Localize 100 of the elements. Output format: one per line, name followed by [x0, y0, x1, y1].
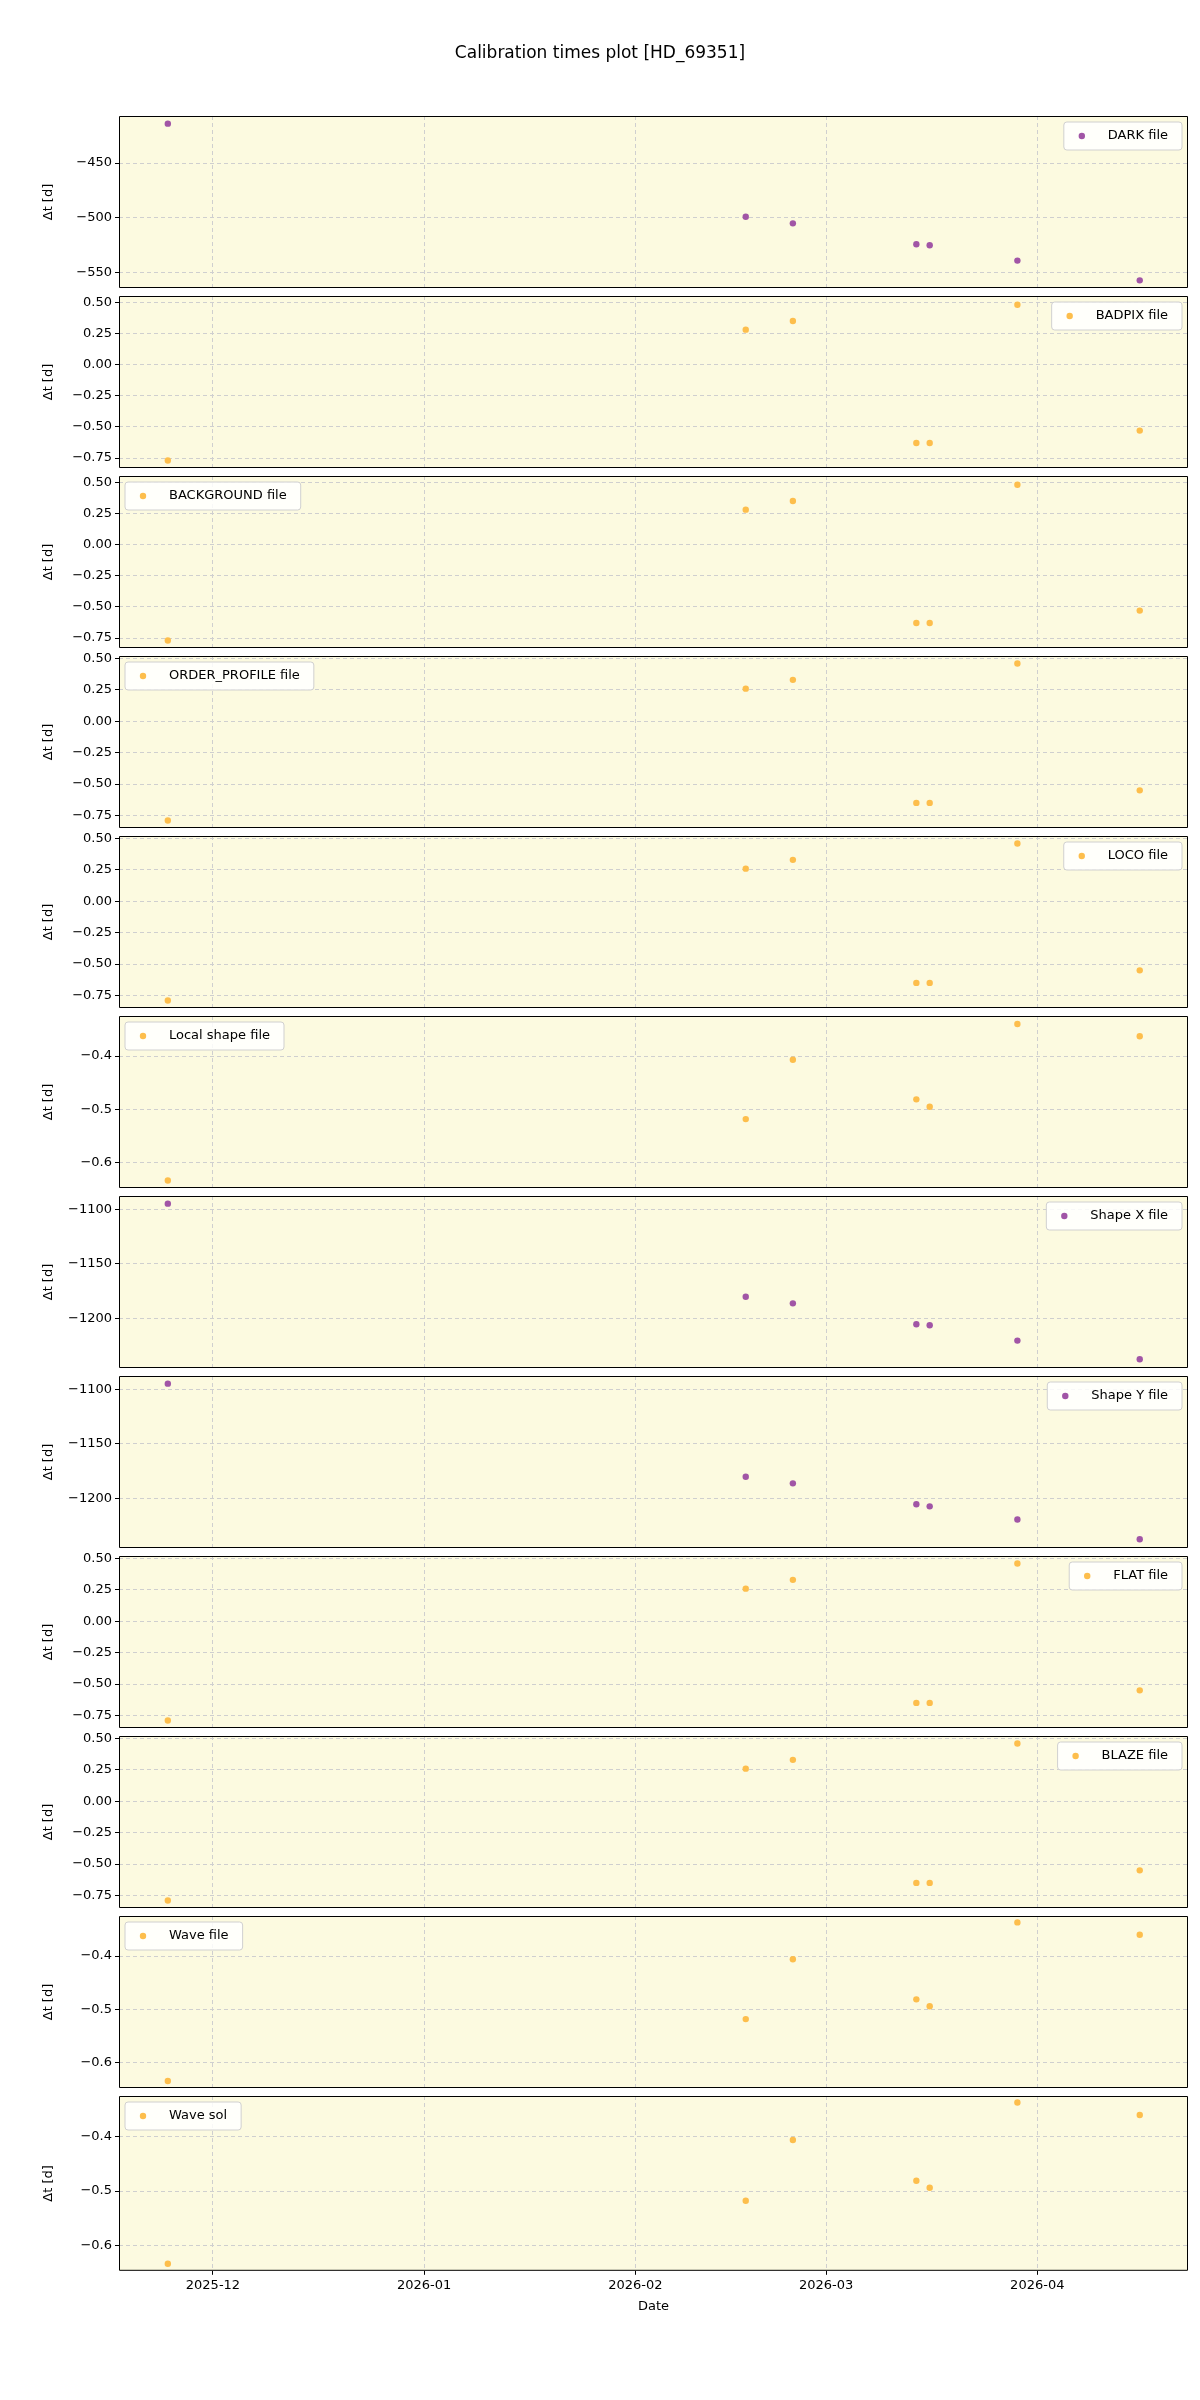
point — [789, 676, 797, 684]
y-axis-title: Δt [d] — [40, 1443, 56, 1481]
y-axis-title: Δt [d] — [40, 183, 56, 221]
x-tick-label: 2026-02 — [608, 2276, 663, 2292]
y-axis-title: Δt [d] — [40, 543, 56, 581]
x-tick-label: 2026-04 — [1010, 2276, 1065, 2292]
y-axis-title: Δt [d] — [40, 1263, 56, 1301]
point — [1136, 1033, 1143, 1040]
point — [926, 2003, 933, 2010]
y-tick-label: −0.50 — [72, 598, 112, 614]
point — [742, 326, 749, 333]
y-axis-title: Δt [d] — [40, 1803, 56, 1841]
point — [1136, 787, 1143, 794]
point — [164, 817, 172, 824]
point — [164, 637, 172, 644]
point — [789, 1480, 797, 1487]
y-tick-label: −0.25 — [72, 744, 112, 760]
y-tick-label: 0.25 — [83, 681, 112, 697]
point — [1136, 1687, 1143, 1694]
x-tick-label: 2026-03 — [798, 2276, 854, 2292]
point — [913, 1879, 920, 1887]
y-tick-label: 0.00 — [83, 355, 112, 371]
y-tick-label: 0.00 — [83, 535, 112, 551]
y-tick-label: 0.25 — [83, 861, 112, 877]
point — [742, 1293, 749, 1300]
y-tick-label: −0.6 — [80, 2236, 112, 2252]
y-tick-label: −1100 — [68, 1200, 112, 1216]
point — [164, 1200, 172, 1207]
y-tick-label: −0.25 — [72, 567, 112, 583]
y-tick-label: −0.75 — [72, 449, 112, 465]
y-axis-title: Δt [d] — [40, 903, 56, 941]
y-tick-label: 0.25 — [83, 504, 112, 520]
point — [164, 1717, 172, 1724]
point — [742, 865, 749, 872]
y-tick-label: 0.50 — [83, 649, 112, 665]
legend-label: BLAZE file — [1101, 1747, 1168, 1763]
y-axis-title: Δt [d] — [40, 1623, 56, 1661]
point — [1136, 1931, 1143, 1938]
point — [913, 1699, 920, 1707]
point — [164, 1897, 172, 1904]
y-tick-label: −1100 — [68, 1380, 112, 1396]
y-tick-label: 0.25 — [83, 1581, 112, 1597]
legend-label: Shape Y file — [1091, 1387, 1169, 1403]
y-tick-label: −0.50 — [72, 1675, 112, 1691]
point — [926, 1879, 933, 1887]
legend-label: Local shape file — [169, 1027, 270, 1043]
point — [926, 2184, 933, 2191]
point — [1014, 660, 1021, 667]
legend-label: BADPIX file — [1095, 307, 1169, 323]
y-axis-title: Δt [d] — [40, 1983, 56, 2021]
y-tick-label: −0.75 — [72, 806, 112, 822]
point — [1136, 607, 1143, 614]
y-tick-label: 0.50 — [83, 829, 112, 845]
y-tick-label: −1150 — [68, 1435, 112, 1451]
y-tick-label: 0.50 — [83, 1729, 112, 1745]
point — [164, 2260, 172, 2267]
point — [913, 2177, 920, 2184]
y-tick-label: −0.4 — [80, 1947, 112, 1963]
point — [1136, 1536, 1143, 1543]
point — [742, 506, 749, 513]
y-axis-title: Δt [d] — [40, 1083, 56, 1121]
y-tick-label: 0.25 — [83, 1761, 112, 1777]
point — [742, 1115, 749, 1123]
y-tick-label: −0.5 — [80, 1100, 112, 1116]
point — [789, 1956, 797, 1963]
point — [926, 799, 933, 807]
point — [913, 979, 920, 987]
y-tick-label: −1200 — [68, 1490, 112, 1506]
point — [1014, 1919, 1021, 1926]
point — [1014, 1740, 1021, 1747]
y-tick-label: −0.75 — [72, 1706, 112, 1722]
point — [789, 1756, 797, 1764]
legend-label: DARK file — [1107, 127, 1169, 143]
y-tick-label: −0.50 — [72, 1855, 112, 1871]
y-tick-label: 0.50 — [83, 473, 112, 489]
y-tick-label: −0.50 — [72, 955, 112, 971]
x-tick-label: 2026-01 — [396, 2276, 452, 2292]
point — [789, 1056, 797, 1063]
point — [1014, 1020, 1021, 1028]
y-tick-label: −0.4 — [80, 1047, 112, 1063]
point — [1014, 1560, 1021, 1567]
point — [1014, 1516, 1021, 1523]
point — [789, 2136, 797, 2144]
point — [1014, 257, 1021, 264]
point — [913, 799, 920, 807]
y-tick-label: −0.5 — [80, 2000, 112, 2016]
point — [1014, 2099, 1021, 2106]
point — [926, 979, 933, 987]
point — [926, 242, 933, 249]
point — [742, 1765, 749, 1772]
point — [1136, 1356, 1143, 1363]
x-tick-label: 2025-12 — [185, 2276, 241, 2292]
legend-label: Shape X file — [1090, 1207, 1169, 1223]
y-tick-label: −0.25 — [72, 924, 112, 940]
point — [1014, 840, 1021, 847]
y-axis-title: Δt [d] — [40, 2165, 56, 2202]
y-tick-label: −550 — [76, 264, 112, 280]
y-tick-label: −0.75 — [72, 986, 112, 1002]
point — [789, 1576, 797, 1584]
y-tick-label: 0.50 — [83, 293, 112, 309]
